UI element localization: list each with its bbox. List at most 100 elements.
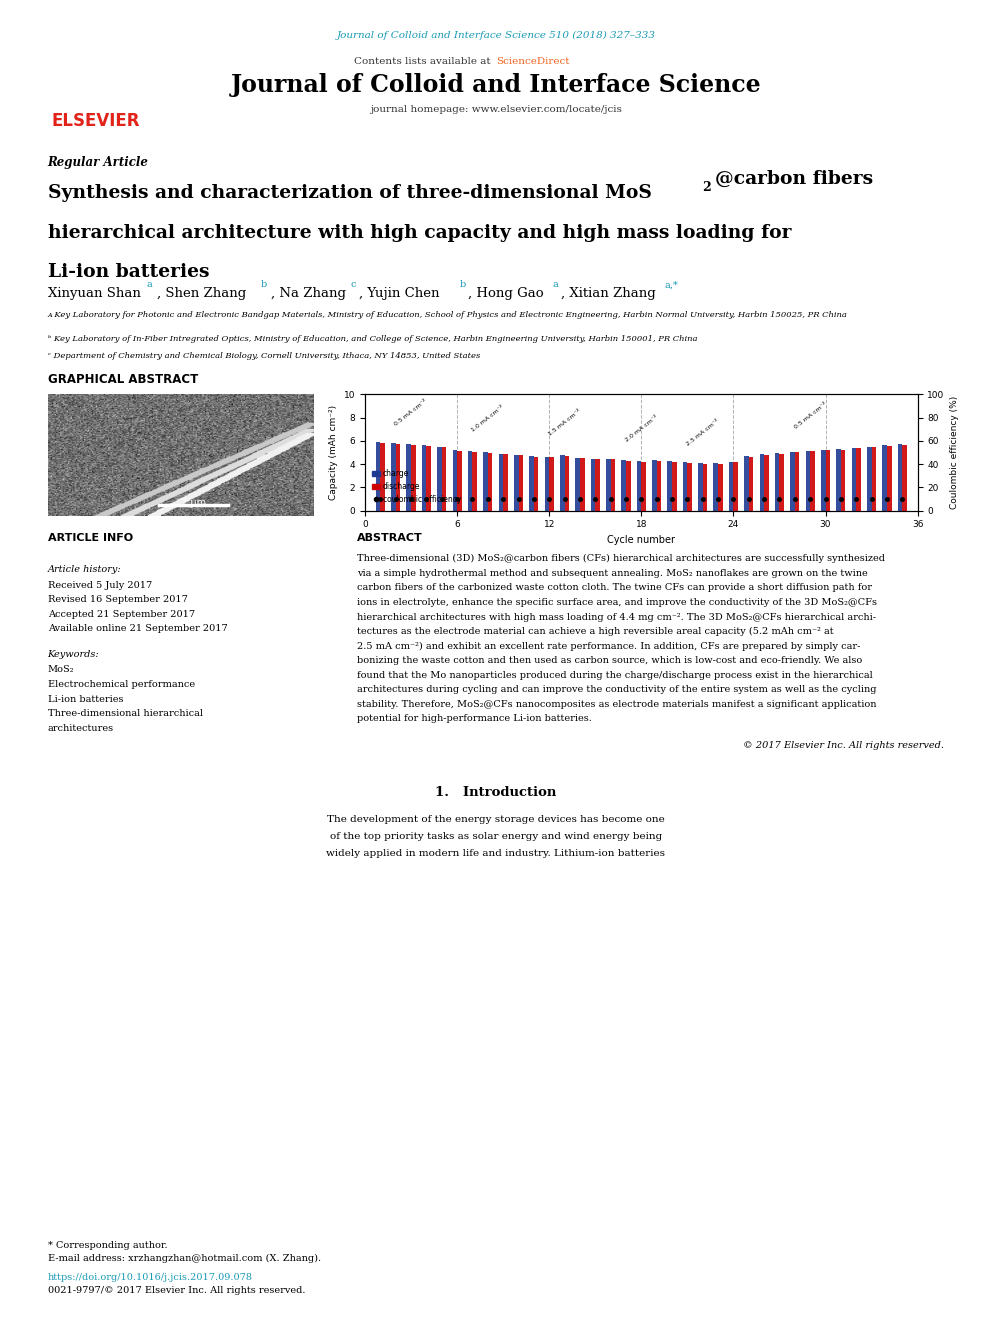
Text: , Shen Zhang: , Shen Zhang [157, 287, 246, 300]
Text: potential for high-performance Li-ion batteries.: potential for high-performance Li-ion ba… [357, 714, 592, 724]
Y-axis label: Capacity (mAh cm⁻²): Capacity (mAh cm⁻²) [329, 405, 338, 500]
Text: 2.5 mA cm⁻²) and exhibit an excellent rate performance. In addition, CFs are pre: 2.5 mA cm⁻²) and exhibit an excellent ra… [357, 642, 860, 651]
Bar [488, 452, 492, 511]
Bar [713, 463, 718, 511]
Bar [687, 463, 692, 511]
Text: Regular Article: Regular Article [48, 156, 149, 169]
Text: MoS₂: MoS₂ [48, 665, 74, 675]
Text: Revised 16 September 2017: Revised 16 September 2017 [48, 595, 187, 605]
Text: 1.0 mA cm⁻²: 1.0 mA cm⁻² [471, 405, 505, 433]
Bar [856, 448, 861, 511]
Text: ELSEVIER: ELSEVIER [52, 112, 140, 131]
Bar [437, 447, 441, 511]
Text: carbon fibers of the carbonized waste cotton cloth. The twine CFs can provide a : carbon fibers of the carbonized waste co… [357, 583, 872, 593]
Text: hierarchical architectures with high mass loading of 4.4 mg cm⁻². The 3D MoS₂@CF: hierarchical architectures with high mas… [357, 613, 876, 622]
Bar [652, 460, 657, 511]
Bar [836, 448, 841, 511]
Bar [744, 456, 749, 511]
Bar [749, 456, 753, 511]
Bar [396, 443, 401, 511]
Bar [898, 445, 903, 511]
Text: ᴀ Key Laboratory for Photonic and Electronic Bandgap Materials, Ministry of Educ: ᴀ Key Laboratory for Photonic and Electr… [48, 311, 847, 319]
Text: Received 5 July 2017: Received 5 July 2017 [48, 581, 152, 590]
Text: tectures as the electrode material can achieve a high reversible areal capacity : tectures as the electrode material can a… [357, 627, 833, 636]
Text: Available online 21 September 2017: Available online 21 September 2017 [48, 624, 227, 634]
Text: Three-dimensional (3D) MoS₂@carbon fibers (CFs) hierarchical architectures are s: Three-dimensional (3D) MoS₂@carbon fiber… [357, 554, 885, 564]
Text: of the top priority tasks as solar energy and wind energy being: of the top priority tasks as solar energ… [330, 832, 662, 841]
Bar [806, 451, 810, 511]
Text: a: a [553, 280, 558, 290]
Bar [595, 459, 600, 511]
Text: hierarchical architecture with high capacity and high mass loading for: hierarchical architecture with high capa… [48, 224, 791, 242]
Text: c: c [350, 280, 356, 290]
Text: Three-dimensional hierarchical: Three-dimensional hierarchical [48, 709, 202, 718]
Text: @carbon fibers: @carbon fibers [715, 169, 873, 188]
Text: https://doi.org/10.1016/j.jcis.2017.09.078: https://doi.org/10.1016/j.jcis.2017.09.0… [48, 1273, 253, 1282]
Text: architectures during cycling and can improve the conductivity of the entire syst: architectures during cycling and can imp… [357, 685, 877, 695]
Bar [452, 450, 457, 511]
Bar [872, 447, 876, 511]
Text: ScienceDirect: ScienceDirect [496, 57, 569, 66]
Bar [545, 456, 550, 511]
Bar [514, 455, 519, 511]
Text: Li-ion batteries: Li-ion batteries [48, 695, 123, 704]
Bar [468, 451, 472, 511]
Bar [682, 462, 687, 511]
Bar [668, 462, 672, 511]
Text: GRAPHICAL ABSTRACT: GRAPHICAL ABSTRACT [48, 373, 197, 386]
Text: b: b [459, 280, 465, 290]
Text: widely applied in modern life and industry. Lithium-ion batteries: widely applied in modern life and indust… [326, 849, 666, 859]
Bar [590, 459, 595, 511]
Text: Contents lists available at: Contents lists available at [354, 57, 494, 66]
Bar [457, 451, 461, 511]
Bar [764, 455, 769, 511]
Bar [851, 447, 856, 511]
Text: via a simple hydrothermal method and subsequent annealing. MoS₂ nanoflakes are g: via a simple hydrothermal method and sub… [357, 569, 868, 578]
Bar [407, 445, 411, 511]
Bar [791, 452, 795, 511]
Bar [380, 443, 385, 511]
Text: ᵇ Key Laboratory of In-Fiber Intregrated Optics, Ministry of Education, and Coll: ᵇ Key Laboratory of In-Fiber Intregrated… [48, 335, 697, 343]
Text: ᶜ Department of Chemistry and Chemical Biology, Cornell University, Ithaca, NY 1: ᶜ Department of Chemistry and Chemical B… [48, 352, 480, 360]
Bar [499, 454, 503, 511]
Bar [606, 459, 611, 511]
Text: 2.5 mA cm⁻²: 2.5 mA cm⁻² [685, 418, 720, 446]
Text: ions in electrolyte, enhance the specific surface area, and improve the conducti: ions in electrolyte, enhance the specifi… [357, 598, 877, 607]
Text: found that the Mo nanoparticles produced during the charge/discharge process exi: found that the Mo nanoparticles produced… [357, 671, 873, 680]
Text: b: b [261, 280, 267, 290]
Bar [887, 446, 892, 511]
Text: 1.5 mA cm⁻²: 1.5 mA cm⁻² [548, 409, 581, 437]
Text: a,*: a,* [665, 280, 679, 290]
Text: 2 µm: 2 µm [182, 499, 206, 508]
Legend: charge, discharge, coulombic efficiency: charge, discharge, coulombic efficiency [369, 466, 464, 507]
Text: 0.5 mA cm⁻²: 0.5 mA cm⁻² [394, 398, 429, 427]
Text: Electrochemical performance: Electrochemical performance [48, 680, 194, 689]
Bar [780, 454, 784, 511]
Text: E-mail address: xrzhangzhan@hotmail.com (X. Zhang).: E-mail address: xrzhangzhan@hotmail.com … [48, 1254, 320, 1263]
Bar [637, 462, 642, 511]
Text: , Hong Gao: , Hong Gao [468, 287, 544, 300]
Y-axis label: Coulombic efficiency (%): Coulombic efficiency (%) [950, 396, 959, 509]
Bar [564, 456, 569, 511]
Bar [559, 455, 564, 511]
Text: Article history:: Article history: [48, 565, 121, 574]
Bar [718, 463, 723, 511]
Bar [427, 446, 432, 511]
Bar [580, 458, 584, 511]
Bar [376, 442, 380, 511]
Text: stability. Therefore, MoS₂@CFs nanocomposites as electrode materials manifest a : stability. Therefore, MoS₂@CFs nanocompo… [357, 700, 877, 709]
Bar [657, 460, 662, 511]
Bar [702, 463, 707, 511]
Bar [775, 452, 780, 511]
Text: Li-ion batteries: Li-ion batteries [48, 263, 209, 282]
Bar [422, 446, 427, 511]
Text: * Corresponding author.: * Corresponding author. [48, 1241, 168, 1250]
Bar [611, 459, 615, 511]
Bar [391, 443, 396, 511]
Bar [729, 462, 733, 511]
Bar [483, 452, 488, 511]
Text: 0.5 mA cm⁻²: 0.5 mA cm⁻² [793, 402, 827, 430]
Text: , Xitian Zhang: , Xitian Zhang [561, 287, 657, 300]
Text: Journal of Colloid and Interface Science 510 (2018) 327–333: Journal of Colloid and Interface Science… [336, 30, 656, 40]
Text: architectures: architectures [48, 724, 114, 733]
